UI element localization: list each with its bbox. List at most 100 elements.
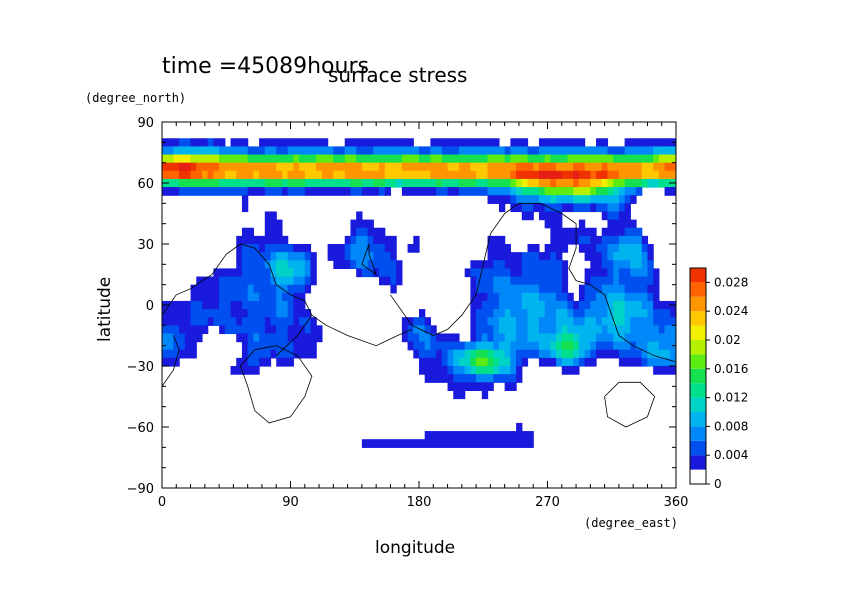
- field-cell: [470, 439, 477, 448]
- field-cell: [464, 374, 471, 383]
- field-cell: [310, 187, 317, 196]
- field-cell: [304, 154, 312, 164]
- field-cell: [596, 170, 603, 180]
- coastline: [240, 345, 313, 424]
- field-cell: [630, 154, 637, 164]
- field-cell: [487, 366, 494, 375]
- field-cell: [441, 439, 449, 448]
- field-cell: [550, 146, 557, 156]
- field-cell: [561, 187, 569, 196]
- field-cell: [447, 349, 454, 359]
- field-cell: [481, 431, 489, 440]
- field-cell: [613, 195, 620, 204]
- field-cell: [287, 309, 294, 318]
- field-cell: [464, 138, 471, 147]
- field-cell: [493, 284, 500, 294]
- colorbar-tick-label: 0.02: [714, 333, 741, 347]
- field-cell: [596, 252, 603, 261]
- field-cell: [390, 284, 397, 294]
- field-cell: [556, 292, 563, 302]
- field-cell: [196, 317, 203, 326]
- field-cell: [521, 195, 529, 204]
- field-cell: [493, 309, 500, 318]
- field-cell: [310, 325, 317, 335]
- field-cell: [493, 300, 500, 310]
- field-cell: [253, 244, 260, 253]
- field-cell: [658, 178, 666, 188]
- field-cell: [281, 138, 289, 147]
- field-cell: [413, 170, 420, 180]
- field-cell: [596, 195, 603, 204]
- field-cell: [230, 366, 237, 375]
- y-tick-label: 90: [137, 116, 154, 131]
- field-cell: [567, 187, 574, 196]
- field-cell: [224, 284, 232, 294]
- field-cell: [636, 138, 643, 147]
- field-cell: [264, 276, 272, 286]
- field-cell: [270, 146, 277, 156]
- field-cell: [590, 162, 597, 172]
- field-cell: [190, 170, 197, 180]
- field-cell: [613, 325, 620, 335]
- field-cell: [356, 252, 363, 261]
- field-cell: [573, 162, 580, 172]
- field-cell: [561, 341, 569, 351]
- field-cell: [241, 138, 249, 147]
- field-cell: [413, 341, 420, 351]
- field-cell: [184, 162, 192, 172]
- field-cell: [641, 252, 649, 261]
- field-cell: [367, 439, 374, 448]
- field-cell: [561, 317, 569, 326]
- field-cell: [567, 333, 574, 343]
- field-cell: [670, 349, 676, 359]
- field-cell: [493, 162, 500, 172]
- field-cell: [339, 252, 346, 261]
- field-cell: [487, 357, 494, 367]
- field-cell: [578, 292, 586, 302]
- field-cell: [636, 244, 643, 253]
- field-cell: [618, 341, 626, 351]
- field-cell: [430, 138, 437, 147]
- field-cell: [179, 300, 186, 310]
- field-cell: [299, 252, 306, 261]
- field-cell: [636, 268, 643, 278]
- field-cell: [310, 333, 317, 343]
- field-cell: [424, 374, 432, 383]
- field-cell: [538, 317, 546, 326]
- field-cell: [481, 276, 489, 286]
- field-cell: [601, 211, 609, 221]
- field-cell: [641, 154, 649, 164]
- field-cell: [556, 203, 563, 213]
- field-cell: [293, 284, 300, 294]
- field-cell: [618, 219, 626, 229]
- field-cell: [653, 146, 660, 156]
- field-cell: [184, 187, 192, 196]
- field-cell: [573, 146, 580, 156]
- field-cell: [510, 178, 517, 188]
- field-cell: [270, 260, 277, 269]
- field-cell: [584, 341, 591, 351]
- field-cell: [630, 349, 637, 359]
- field-cell: [361, 146, 369, 156]
- field-cell: [253, 284, 260, 294]
- field-cell: [596, 325, 603, 335]
- field-cell: [453, 170, 460, 180]
- field-cell: [567, 235, 574, 245]
- field-cell: [618, 170, 626, 180]
- field-cell: [276, 170, 283, 180]
- field-cell: [241, 276, 249, 286]
- field-cell: [476, 162, 483, 172]
- field-cell: [390, 244, 397, 253]
- field-cell: [550, 195, 557, 204]
- field-cell: [567, 203, 574, 213]
- colorbar-swatch: [690, 268, 706, 283]
- field-cell: [379, 276, 386, 286]
- field-cell: [167, 146, 175, 156]
- field-cell: [641, 325, 649, 335]
- field-cell: [396, 138, 403, 147]
- field-cell: [241, 195, 249, 204]
- y-axis-label: latitude: [95, 277, 115, 342]
- field-cell: [527, 170, 534, 180]
- field-cell: [550, 325, 557, 335]
- field-cell: [538, 252, 546, 261]
